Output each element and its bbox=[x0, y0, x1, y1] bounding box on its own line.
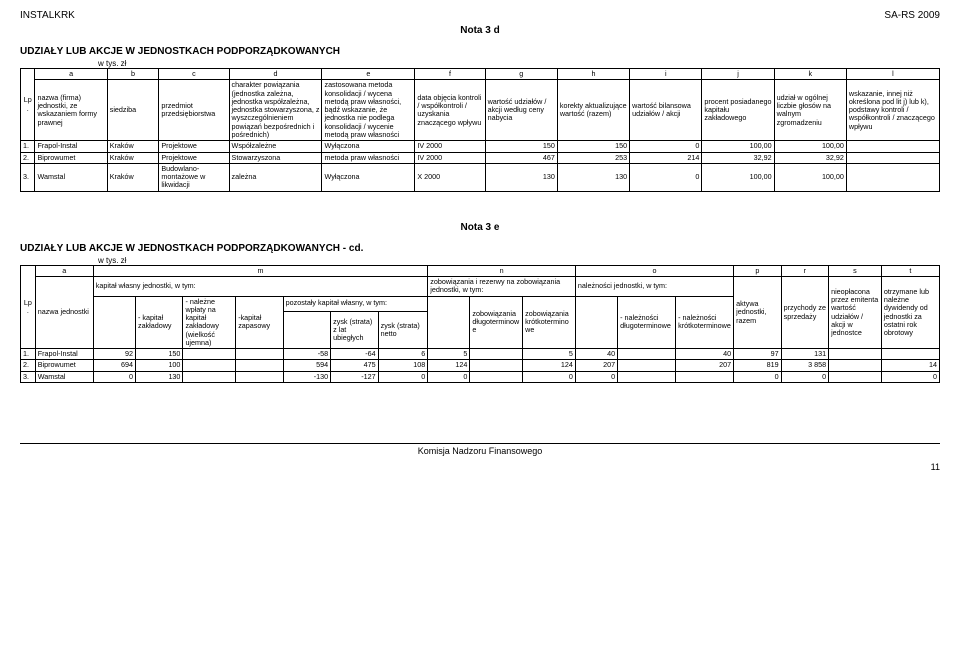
table-row: 3.Wamstal0130-130-1270000000 bbox=[21, 371, 940, 382]
c-m: m bbox=[93, 265, 427, 276]
h3: przedmiot przedsiębiorstwa bbox=[159, 80, 229, 141]
col-g: g bbox=[485, 69, 557, 80]
col-c: c bbox=[159, 69, 229, 80]
col-lp: Lp. bbox=[21, 69, 35, 141]
h8: korekty aktualizujące wartość (razem) bbox=[557, 80, 629, 141]
col-j: j bbox=[702, 69, 774, 80]
h12: wskazanie, innej niż określona pod lit j… bbox=[846, 80, 939, 141]
h-s: nieopłacona przez emitenta wartość udzia… bbox=[829, 276, 882, 348]
col-d: d bbox=[229, 69, 322, 80]
section2-unit: w tys. zł bbox=[98, 256, 940, 265]
h-m2: - należne wpłaty na kapitał zakładowy (w… bbox=[183, 296, 236, 349]
col-b: b bbox=[107, 69, 159, 80]
h10: procent posiadanego kapitału zakładowego bbox=[702, 80, 774, 141]
header-row: nazwa (firma) jednostki, ze wskazaniem f… bbox=[21, 80, 940, 141]
h9: wartość bilansowa udziałów / akcji bbox=[630, 80, 702, 141]
c-t: t bbox=[881, 265, 939, 276]
h5: zastosowana metoda konsolidacji / wycena… bbox=[322, 80, 415, 141]
section2-title: UDZIAŁY LUB AKCJE W JEDNOSTKACH PODPORZĄ… bbox=[20, 243, 940, 254]
h11: udział w ogólnej liczbie głosów na walny… bbox=[774, 80, 846, 141]
h-o1: - należności długoterminowe bbox=[618, 296, 676, 349]
h1: nazwa (firma) jednostki, ze wskazaniem f… bbox=[35, 80, 107, 141]
page-number: 11 bbox=[20, 462, 940, 472]
col-h: h bbox=[557, 69, 629, 80]
h7: wartość udziałów / akcji według ceny nab… bbox=[485, 80, 557, 141]
c-s: s bbox=[829, 265, 882, 276]
col-i: i bbox=[630, 69, 702, 80]
page-header: INSTALKRK SA-RS 2009 bbox=[20, 10, 940, 21]
table-row: 1.Frapol-Instal92150-58-64655404097131 bbox=[21, 349, 940, 360]
c-n: n bbox=[428, 265, 576, 276]
h-p: aktywa jednostki, razem bbox=[734, 276, 781, 348]
section1-title: UDZIAŁY LUB AKCJE W JEDNOSTKACH PODPORZĄ… bbox=[20, 46, 940, 57]
note2-title: Nota 3 e bbox=[20, 222, 940, 233]
h-m4: zysk (strata) z lat ubiegłych bbox=[331, 311, 378, 349]
col-a: a bbox=[35, 69, 107, 80]
header-row2a: nazwa jednostki kapitał własny jednostki… bbox=[21, 276, 940, 296]
letter-row2: Lp. a m n o p r s t bbox=[21, 265, 940, 276]
h-m1: - kapitał zakładowy bbox=[135, 296, 182, 349]
h6: data objęcia kontroli / współkontroli / … bbox=[415, 80, 485, 141]
c-o: o bbox=[575, 265, 733, 276]
table-row: 2.Biprowumet6941005944751081241242072078… bbox=[21, 360, 940, 371]
c-r: r bbox=[781, 265, 828, 276]
header-right: SA-RS 2009 bbox=[884, 10, 940, 21]
h-r: przychody ze sprzedaży bbox=[781, 276, 828, 348]
h-n2: zobowiązania krótkoterminowe bbox=[523, 296, 576, 349]
h-o-top: należności jednostki, w tym: bbox=[575, 276, 733, 296]
h-m5: zysk (strata) netto bbox=[378, 311, 428, 349]
col-l: l bbox=[846, 69, 939, 80]
col-f: f bbox=[415, 69, 485, 80]
h-n1: zobowiązania długoterminowe bbox=[470, 296, 523, 349]
h-m-top: kapitał własny jednostki, w tym: bbox=[93, 276, 427, 296]
col-e: e bbox=[322, 69, 415, 80]
c-p: p bbox=[734, 265, 781, 276]
h-m-sub: pozostały kapitał własny, w tym: bbox=[283, 296, 428, 311]
h2: siedziba bbox=[107, 80, 159, 141]
h-o2: - należności krótkoterminowe bbox=[676, 296, 734, 349]
header-left: INSTALKRK bbox=[20, 10, 75, 21]
section1-unit: w tys. zł bbox=[98, 59, 940, 68]
col-k: k bbox=[774, 69, 846, 80]
h-n-top: zobowiązania i rezerwy na zobowiązania j… bbox=[428, 276, 576, 296]
c-a: a bbox=[35, 265, 93, 276]
letter-row: Lp. a b c d e f g h i j k l bbox=[21, 69, 940, 80]
table-row: 1.Frapol-InstalKrakówProjektoweWspółzale… bbox=[21, 141, 940, 152]
table1: Lp. a b c d e f g h i j k l nazwa (firma… bbox=[20, 68, 940, 192]
table2: Lp. a m n o p r s t nazwa jednostki kapi… bbox=[20, 265, 940, 383]
col-lp2: Lp. bbox=[21, 265, 36, 349]
footer: Komisja Nadzoru Finansowego bbox=[20, 443, 940, 456]
h-o0 bbox=[575, 296, 617, 349]
h-t: otrzymane lub należne dywidendy od jedno… bbox=[881, 276, 939, 348]
h-ms bbox=[283, 311, 330, 349]
note-title: Nota 3 d bbox=[20, 25, 940, 36]
h-n0 bbox=[428, 296, 470, 349]
h-m0 bbox=[93, 296, 135, 349]
h-a: nazwa jednostki bbox=[35, 276, 93, 348]
h-m3: -kapitał zapasowy bbox=[236, 296, 283, 349]
table-row: 3.WamstalKrakówBudowlano-montażowe w lik… bbox=[21, 163, 940, 191]
h4: charakter powiązania (jednostka zależna,… bbox=[229, 80, 322, 141]
table-row: 2.BiprowumetKrakówProjektoweStowarzyszon… bbox=[21, 152, 940, 163]
